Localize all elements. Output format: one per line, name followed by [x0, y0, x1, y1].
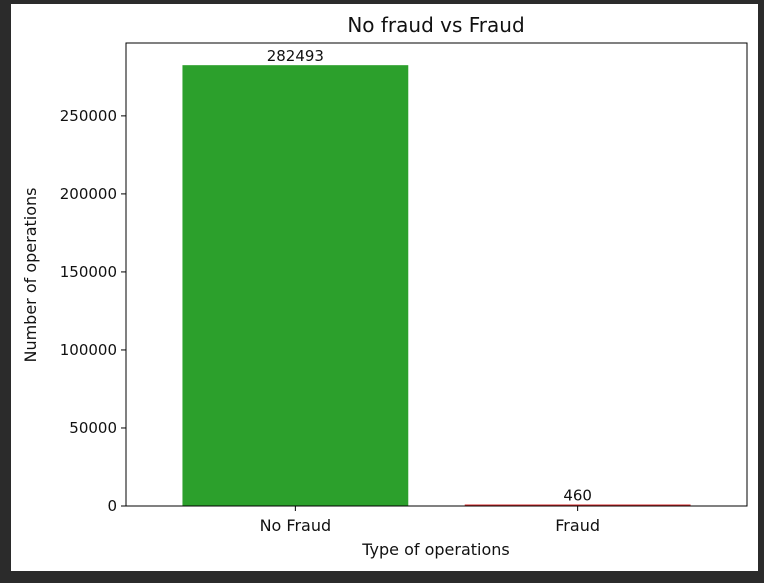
x-axis-label: Type of operations [361, 540, 510, 559]
bar-1 [464, 504, 691, 506]
bar-chart: No fraud vs Fraud 282493 460 0 50000 100000… [21, 13, 748, 559]
y-axis: 0 50000 100000 150000 200000 250000 [60, 107, 126, 515]
y-axis-label: Number of operations [21, 187, 40, 362]
bar-0 [182, 65, 409, 506]
bars-group: 282493 460 [182, 47, 691, 506]
bar-value-label-1: 460 [563, 487, 592, 505]
y-tick-label-0: 0 [107, 497, 117, 515]
x-axis: No Fraud Fraud [260, 506, 600, 535]
y-tick-label-4: 200000 [60, 185, 117, 203]
x-tick-label-0: No Fraud [260, 516, 332, 535]
bar-value-label-0: 282493 [267, 47, 324, 65]
y-tick-label-1: 50000 [69, 419, 117, 437]
plot-area-frame [125, 42, 748, 507]
y-tick-label-2: 100000 [60, 341, 117, 359]
chart-figure: No fraud vs Fraud 282493 460 0 50000 100000… [11, 4, 758, 571]
y-tick-label-5: 250000 [60, 107, 117, 125]
y-tick-label-3: 150000 [60, 263, 117, 281]
chart-title: No fraud vs Fraud [347, 13, 524, 37]
x-tick-label-1: Fraud [555, 516, 600, 535]
